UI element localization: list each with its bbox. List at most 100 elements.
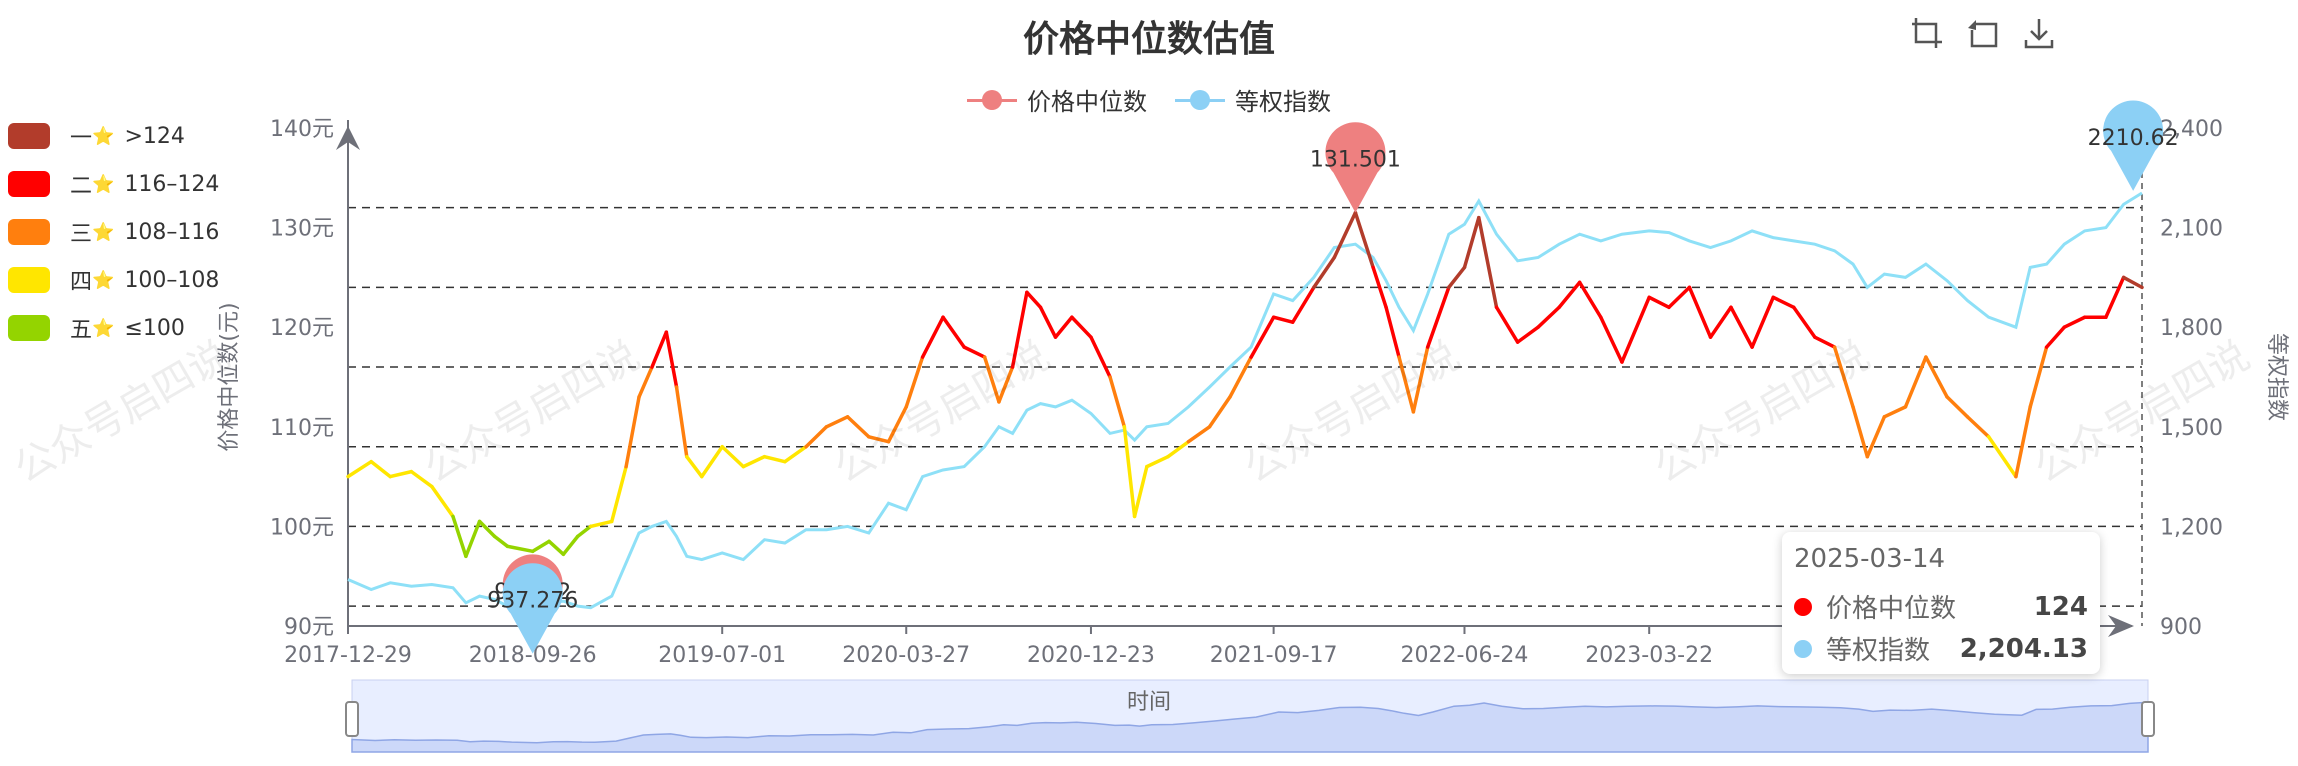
- x-tick-label: 2019-07-01: [658, 643, 786, 668]
- series-segment-median: [941, 315, 966, 349]
- series-segment-median: [346, 459, 373, 479]
- series-line-index: [347, 191, 2143, 616]
- data-zoom-handle[interactable]: [345, 701, 359, 737]
- series-segment-median: [1924, 355, 1949, 399]
- legend-symbol-index: [1175, 89, 1225, 110]
- series-segment-median: [1025, 290, 1043, 310]
- tooltip-dot-index: [1794, 639, 1812, 658]
- series-segment-median: [962, 345, 987, 359]
- series-segment-median: [1750, 295, 1775, 349]
- download-icon[interactable]: [2022, 16, 2056, 50]
- series-segment-median: [2028, 345, 2049, 409]
- series-segment-median: [1249, 315, 1276, 359]
- visual-map-item-5[interactable]: 五 ⭐ ≤100: [8, 304, 219, 352]
- series-segment-median: [1599, 315, 1624, 364]
- mark-point-max: 2210.62: [2088, 100, 2179, 191]
- series-segment-median: [664, 330, 679, 389]
- x-tick-label: 2022-06-24: [1401, 643, 1529, 668]
- series-segment-median: [1271, 315, 1295, 324]
- series-segment-median: [561, 534, 580, 557]
- visual-map-item-4[interactable]: 四 ⭐ 100–108: [8, 256, 219, 304]
- series-segment-median: [1290, 285, 1316, 324]
- x-tick-label: 2023-03-22: [1585, 643, 1713, 668]
- tooltip-row-index: 等权指数 2,204.13: [1794, 630, 2088, 667]
- visual-map-item-1[interactable]: 一 ⭐ >124: [8, 112, 219, 160]
- mark-point-min: 937.276: [487, 563, 578, 654]
- series-segment-median: [1791, 305, 1817, 339]
- series-segment-median: [1384, 305, 1401, 359]
- legend-item-index[interactable]: 等权指数: [1175, 82, 1331, 117]
- tooltip-name-median: 价格中位数: [1826, 594, 1957, 624]
- series-segment-median: [1332, 210, 1358, 260]
- series-segment-median: [1462, 215, 1481, 270]
- series-segment-median: [1620, 295, 1651, 364]
- visual-map-item-3[interactable]: 三 ⭐ 108–116: [8, 208, 219, 256]
- y-axis-arrow: [336, 126, 360, 150]
- series-segment-median: [1038, 305, 1058, 339]
- visual-map-range: ≤100: [124, 315, 185, 341]
- mark-pin: [2103, 100, 2164, 191]
- visual-map-level: 二: [70, 174, 93, 199]
- tooltip: 2025-03-14 价格中位数 124 等权指数 2,204.13: [1782, 532, 2100, 674]
- series-segment-median: [430, 484, 455, 519]
- star-icon: ⭐: [92, 221, 115, 243]
- series-segment-median: [1145, 454, 1170, 469]
- restore-icon[interactable]: [1966, 16, 2000, 50]
- series-segment-median: [610, 464, 628, 524]
- x-tick-label: 2017-12-29: [284, 643, 412, 668]
- series-segment-median: [388, 469, 414, 479]
- chart-title: 价格中位数估值: [1022, 19, 1275, 60]
- series-segment-median: [477, 519, 497, 539]
- series-segment-median: [1411, 345, 1430, 414]
- series-segment-median: [1053, 315, 1074, 339]
- series-segment-median: [1965, 415, 1991, 439]
- series-segment-median: [1903, 355, 1928, 409]
- series-segment-median: [1089, 335, 1112, 379]
- chart-legend: 价格中位数 等权指数: [0, 82, 2298, 117]
- series-segment-median: [1186, 425, 1212, 444]
- series-segment-median: [1945, 395, 1970, 419]
- star-icon: ⭐: [92, 173, 115, 195]
- y-tick-label-right: 1,200: [2160, 515, 2223, 540]
- visual-map-item-2[interactable]: 二 ⭐ 116–124: [8, 160, 219, 208]
- y-tick-label-right: 1,800: [2160, 316, 2223, 341]
- y-tick-label-right: 2,400: [2160, 117, 2223, 142]
- series-segment-median: [547, 539, 566, 557]
- series-segment-median: [1832, 345, 1855, 409]
- series-segment-median: [762, 454, 787, 464]
- visual-map-swatch: [8, 315, 50, 341]
- series-segment-median: [700, 444, 724, 479]
- legend-label-median: 价格中位数: [1027, 88, 1147, 116]
- series-segment-median: [920, 315, 945, 359]
- x-tick-label: 2021-09-17: [1210, 643, 1338, 668]
- visual-map-range: 100–108: [124, 267, 220, 293]
- series-segment-median: [2044, 325, 2067, 349]
- data-zoom-handle[interactable]: [2141, 701, 2155, 737]
- series-segment-median: [1687, 285, 1713, 339]
- y-tick-label-right: 900: [2160, 615, 2202, 640]
- series-segment-median: [451, 514, 468, 559]
- series-segment-median: [1577, 280, 1603, 319]
- series-segment-median: [1447, 265, 1467, 290]
- legend-item-median[interactable]: 价格中位数: [967, 82, 1147, 117]
- series-segment-median: [1353, 210, 1375, 270]
- tooltip-date: 2025-03-14: [1794, 544, 1946, 574]
- series-segment-median: [575, 524, 593, 539]
- series-segment-median: [1708, 305, 1733, 339]
- series-segment-median: [1122, 425, 1137, 519]
- series-segment-median: [1108, 375, 1127, 429]
- series-segment-median: [741, 454, 767, 469]
- crop-icon[interactable]: [1910, 16, 1944, 50]
- series-segment-median: [2062, 315, 2087, 329]
- y-tick-label-left: 140元: [270, 117, 334, 142]
- series-segment-median: [685, 454, 704, 479]
- series-segment-median: [637, 365, 654, 399]
- visual-map-swatch: [8, 171, 50, 197]
- tooltip-value-index: 2,204.13: [1959, 633, 2088, 664]
- series-segment-median: [783, 444, 808, 464]
- series-segment-median: [845, 415, 871, 439]
- visual-map-level: 一: [70, 126, 93, 151]
- visual-map-level: 五: [70, 318, 93, 343]
- series-segment-median: [1771, 295, 1796, 310]
